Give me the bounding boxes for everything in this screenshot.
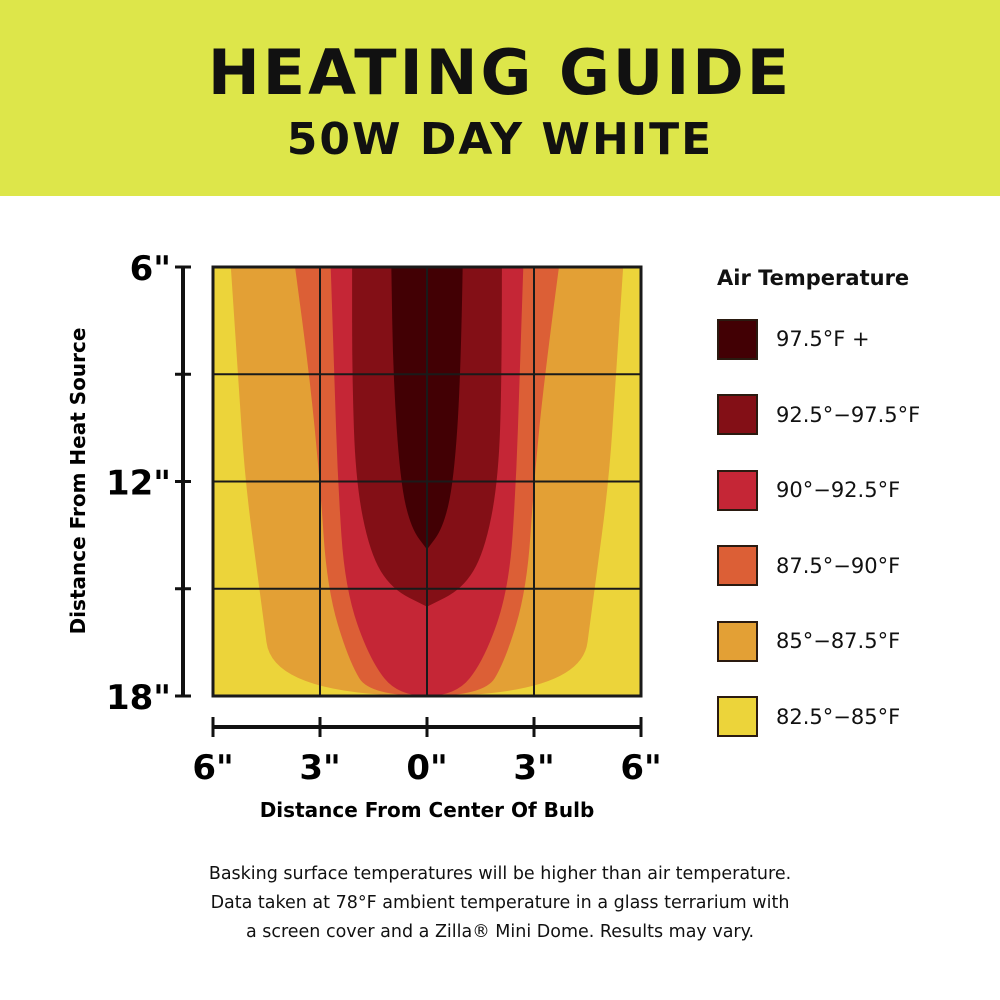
legend-label: 87.5°−90°F — [776, 553, 901, 578]
x-axis-label: Distance From Center Of Bulb — [260, 798, 595, 822]
page-subtitle: 50W DAY WHITE — [286, 114, 714, 165]
legend-label: 85°−87.5°F — [776, 629, 901, 653]
x-tick-label: 3" — [299, 748, 340, 788]
legend-label: 92.5°−97.5°F — [776, 402, 921, 427]
x-tick-label: 6" — [192, 748, 233, 788]
plot-border — [211, 265, 643, 698]
legend-label: 97.5°F + — [776, 327, 870, 351]
legend-item: 82.5°−85°F — [717, 696, 900, 738]
legend-swatch — [717, 469, 758, 511]
x-tick-label: 0" — [406, 748, 447, 788]
legend-swatch — [717, 394, 758, 435]
legend-item: 85°−87.5°F — [717, 620, 900, 662]
footnote-line: a screen cover and a Zilla® Mini Dome. R… — [245, 922, 755, 942]
footnote: Basking surface temperatures will be hig… — [0, 860, 1000, 947]
legend-item: 90°−92.5°F — [717, 469, 900, 511]
legend-label: 90°−92.5°F — [776, 478, 901, 502]
x-tick-label: 3" — [513, 748, 554, 788]
legend-swatch — [717, 696, 758, 737]
legend-item: 92.5°−97.5°F — [717, 394, 920, 436]
legend-title: Air Temperature — [717, 266, 910, 290]
footnote-line: Basking surface temperatures will be hig… — [208, 864, 792, 884]
legend-item: 97.5°F + — [717, 318, 870, 360]
legend-item: 87.5°−90°F — [717, 545, 900, 587]
legend-swatch — [717, 620, 758, 662]
title-banner: HEATING GUIDE 50W DAY WHITE — [0, 0, 1000, 196]
y-tick-label: 6" — [130, 249, 171, 289]
y-axis-label: Distance From Heat Source — [66, 328, 90, 635]
page-title: HEATING GUIDE — [207, 36, 793, 109]
legend-swatch — [717, 545, 758, 586]
y-tick-label: 18" — [106, 678, 171, 718]
footnote-line: Data taken at 78°F ambient temperature i… — [210, 893, 790, 913]
y-tick-label: 12" — [106, 464, 171, 504]
legend-label: 82.5°−85°F — [776, 704, 901, 729]
x-tick-label: 6" — [620, 748, 661, 788]
legend-swatch — [717, 318, 758, 360]
